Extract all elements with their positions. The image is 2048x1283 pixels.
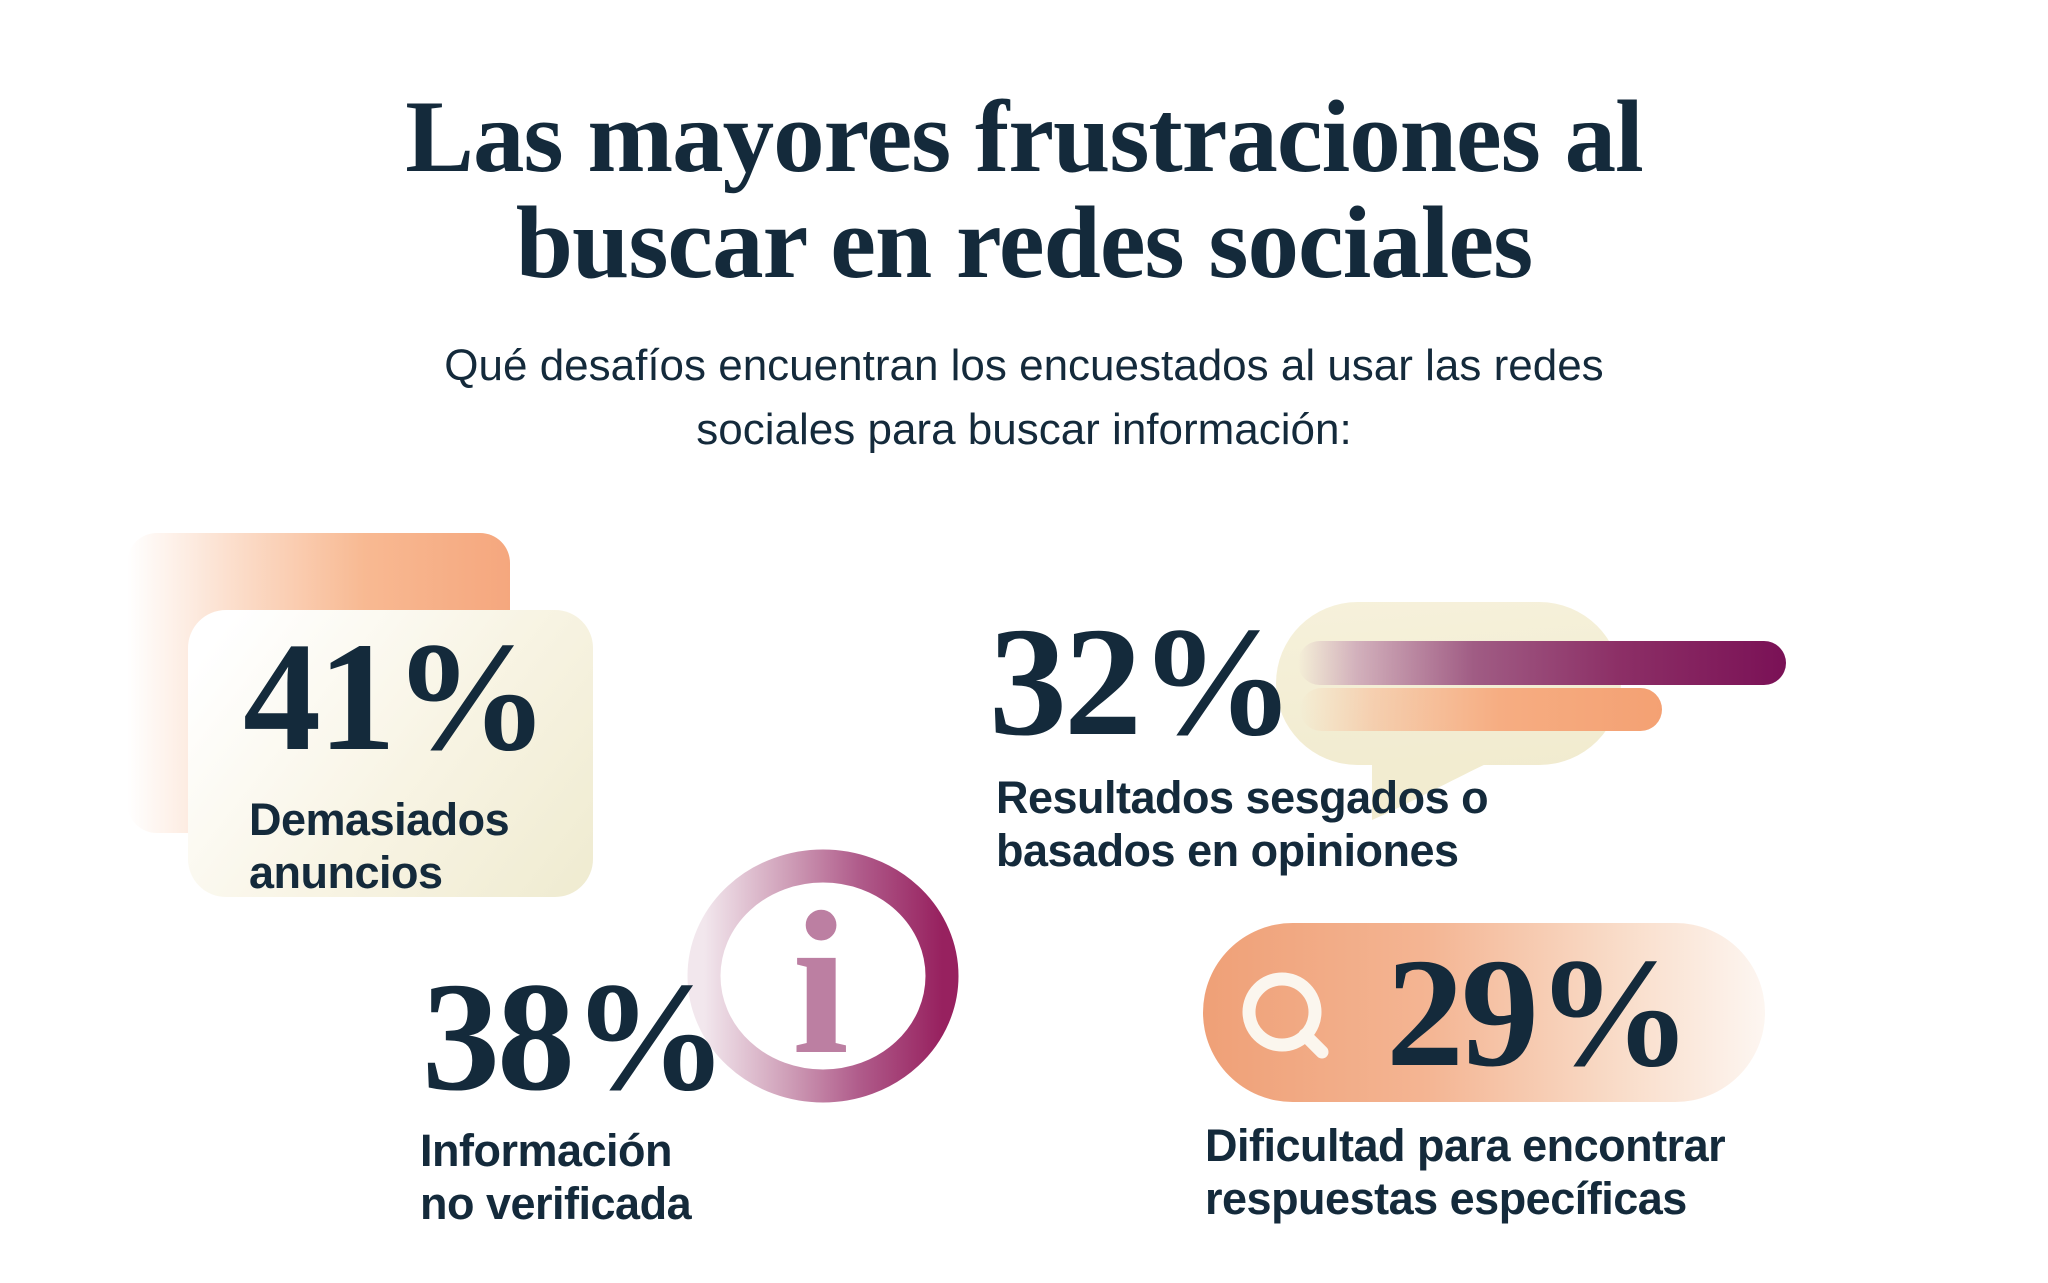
stat-label-ads-line2: anuncios — [249, 847, 443, 898]
stat-value-ads: 41% — [243, 610, 549, 783]
search-icon — [1242, 972, 1329, 1059]
page-subtitle-line2: sociales para buscar información: — [696, 405, 1352, 454]
search-pill — [1203, 923, 1765, 1102]
stat-label-specific-line2: respuestas específicas — [1205, 1173, 1687, 1224]
stat-label-biased: Resultados sesgados o basados en opinion… — [996, 771, 1489, 877]
stat-label-biased-line2: basados en opiniones — [996, 825, 1459, 876]
ads-card-front — [188, 610, 593, 897]
page-title-line1: Las mayores frustraciones al — [405, 80, 1643, 194]
stat-label-biased-line1: Resultados sesgados o — [996, 772, 1489, 823]
stat-value-specific: 29% — [1386, 926, 1692, 1099]
stat-label-specific-line1: Dificultad para encontrar — [1205, 1120, 1726, 1171]
stat-label-ads: Demasiados anuncios — [249, 793, 510, 899]
info-icon — [687, 849, 959, 1103]
chat-bar-orange — [1300, 688, 1662, 731]
stat-label-specific: Dificultad para encontrar respuestas esp… — [1205, 1119, 1726, 1225]
stat-label-ads-line1: Demasiados — [249, 794, 510, 845]
page-title: Las mayores frustraciones al buscar en r… — [0, 84, 2048, 296]
speech-bubble-tail — [1372, 760, 1494, 820]
info-icon-glyph: i — [792, 870, 849, 1097]
stat-value-biased: 32% — [989, 595, 1295, 768]
stat-label-unverified: Información no verificada — [420, 1124, 692, 1230]
stat-value-unverified: 38% — [422, 950, 728, 1123]
chat-bar-purple — [1298, 641, 1786, 685]
stat-label-unverified-line2: no verificada — [420, 1178, 692, 1229]
page-title-line2: buscar en redes sociales — [515, 186, 1533, 300]
stat-label-unverified-line1: Información — [420, 1125, 673, 1176]
page-subtitle: Qué desafíos encuentran los encuestados … — [0, 334, 2048, 462]
page-subtitle-line1: Qué desafíos encuentran los encuestados … — [444, 341, 1604, 390]
